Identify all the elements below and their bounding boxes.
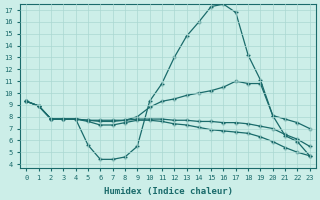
X-axis label: Humidex (Indice chaleur): Humidex (Indice chaleur) xyxy=(104,187,233,196)
